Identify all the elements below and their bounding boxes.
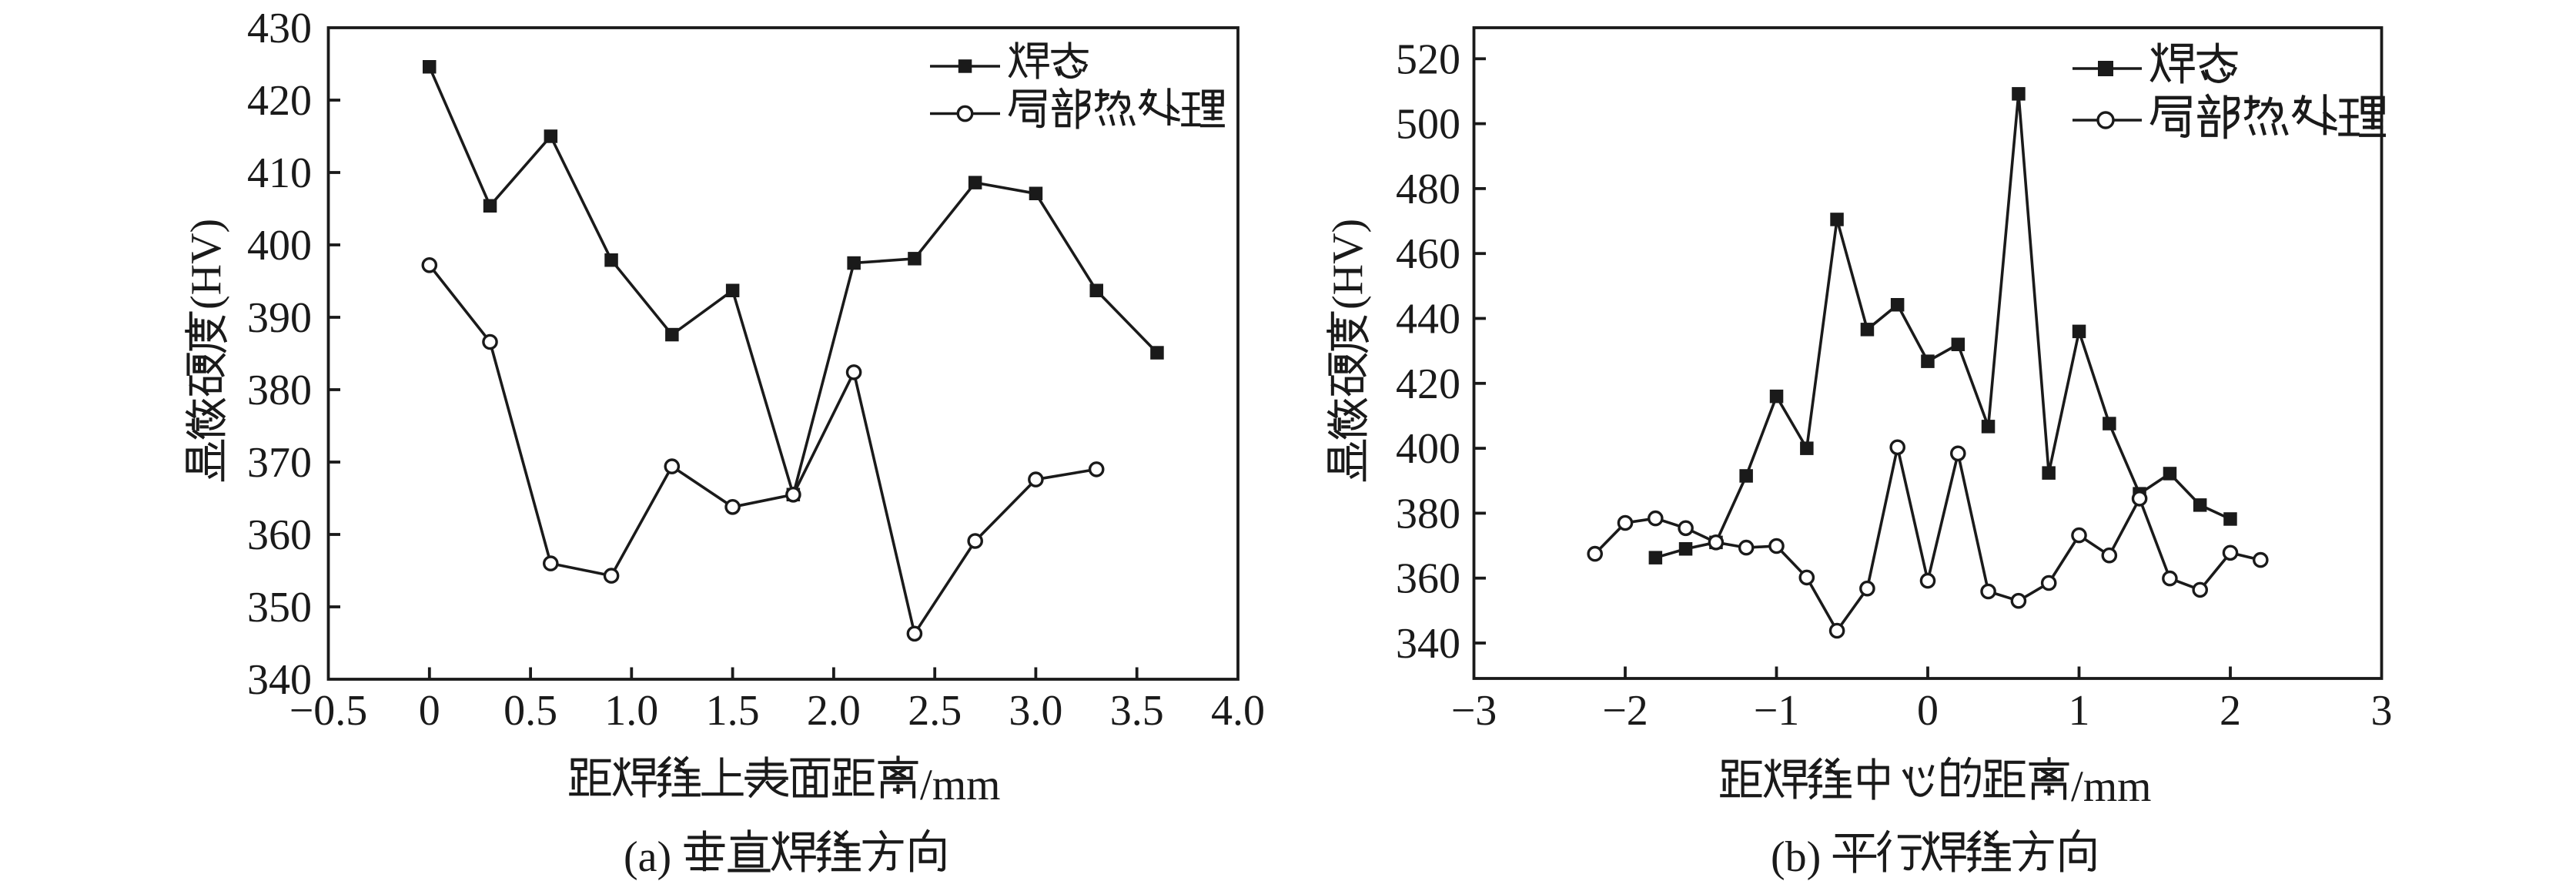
svg-text:380: 380 bbox=[1396, 490, 1460, 538]
svg-text:520: 520 bbox=[1396, 35, 1460, 83]
svg-text:0.5: 0.5 bbox=[503, 687, 557, 735]
svg-text:480: 480 bbox=[1396, 166, 1460, 213]
svg-text:2.5: 2.5 bbox=[908, 687, 962, 735]
svg-text:460: 460 bbox=[1396, 230, 1460, 278]
svg-text:420: 420 bbox=[1396, 360, 1460, 408]
svg-text:1.0: 1.0 bbox=[604, 687, 658, 735]
svg-text:400: 400 bbox=[247, 222, 312, 270]
svg-text:/mm: /mm bbox=[2071, 762, 2152, 811]
svg-text:420: 420 bbox=[247, 77, 312, 125]
svg-text:350: 350 bbox=[247, 584, 312, 631]
svg-text:440: 440 bbox=[1396, 296, 1460, 343]
svg-text:0: 0 bbox=[419, 687, 440, 735]
svg-text:−1: −1 bbox=[1754, 687, 1800, 735]
svg-text:500: 500 bbox=[1396, 101, 1460, 149]
svg-text:−3: −3 bbox=[1451, 687, 1497, 735]
svg-text:0: 0 bbox=[1917, 687, 1939, 735]
svg-text:1: 1 bbox=[2069, 687, 2090, 735]
svg-text:360: 360 bbox=[1396, 555, 1460, 603]
svg-text:3: 3 bbox=[2371, 687, 2393, 735]
svg-text:−2: −2 bbox=[1602, 687, 1648, 735]
svg-text:2.0: 2.0 bbox=[807, 687, 861, 735]
svg-text:430: 430 bbox=[247, 5, 312, 52]
svg-text:380: 380 bbox=[247, 367, 312, 414]
svg-text:(HV): (HV) bbox=[1324, 219, 1372, 310]
svg-text:390: 390 bbox=[247, 294, 312, 342]
svg-text:/mm: /mm bbox=[920, 761, 1001, 809]
svg-text:340: 340 bbox=[247, 656, 312, 704]
svg-text:1.5: 1.5 bbox=[706, 687, 760, 735]
svg-text:400: 400 bbox=[1396, 425, 1460, 473]
svg-text:−0.5: −0.5 bbox=[289, 687, 368, 735]
svg-text:(b): (b) bbox=[1771, 833, 1832, 881]
svg-text:370: 370 bbox=[247, 439, 312, 487]
svg-text:4.0: 4.0 bbox=[1211, 687, 1265, 735]
svg-text:(HV): (HV) bbox=[182, 219, 230, 310]
svg-text:410: 410 bbox=[247, 149, 312, 197]
svg-text:3.0: 3.0 bbox=[1009, 687, 1062, 735]
svg-text:3.5: 3.5 bbox=[1110, 687, 1164, 735]
svg-text:340: 340 bbox=[1396, 620, 1460, 668]
svg-text:360: 360 bbox=[247, 511, 312, 559]
svg-text:2: 2 bbox=[2220, 687, 2241, 735]
svg-text:(a): (a) bbox=[624, 833, 682, 881]
